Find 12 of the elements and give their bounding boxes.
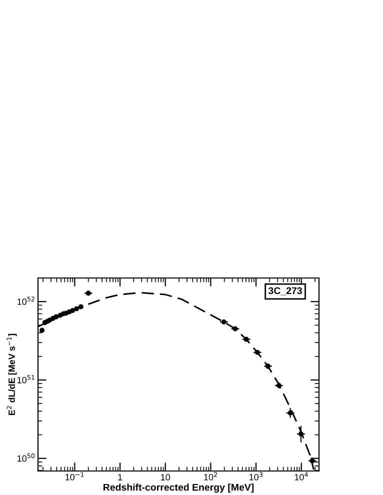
x-tick-label: 10: [161, 474, 170, 480]
x-tick-label: 10$^{3}$: [249, 472, 262, 480]
y-axis-title: E$^{2}$ dL/dE [MeV s$^{−1}$]: [6, 334, 17, 416]
x-tick-label: 10$^{4}$: [294, 472, 308, 480]
annotation: 3C_273: [268, 287, 302, 296]
x-tick-label: 10$^{2}$: [204, 472, 217, 480]
y-tick-label: 10$^{50}$: [17, 453, 35, 462]
x-axis-title: Redshift-corrected Energy [MeV]: [104, 484, 254, 493]
x-tick-label: 1: [118, 474, 122, 480]
y-tick-label: 10$^{52}$: [17, 296, 34, 305]
y-tick-label: 10$^{51}$: [17, 375, 34, 384]
x-tick-label: 10$^{−1}$: [66, 472, 84, 480]
